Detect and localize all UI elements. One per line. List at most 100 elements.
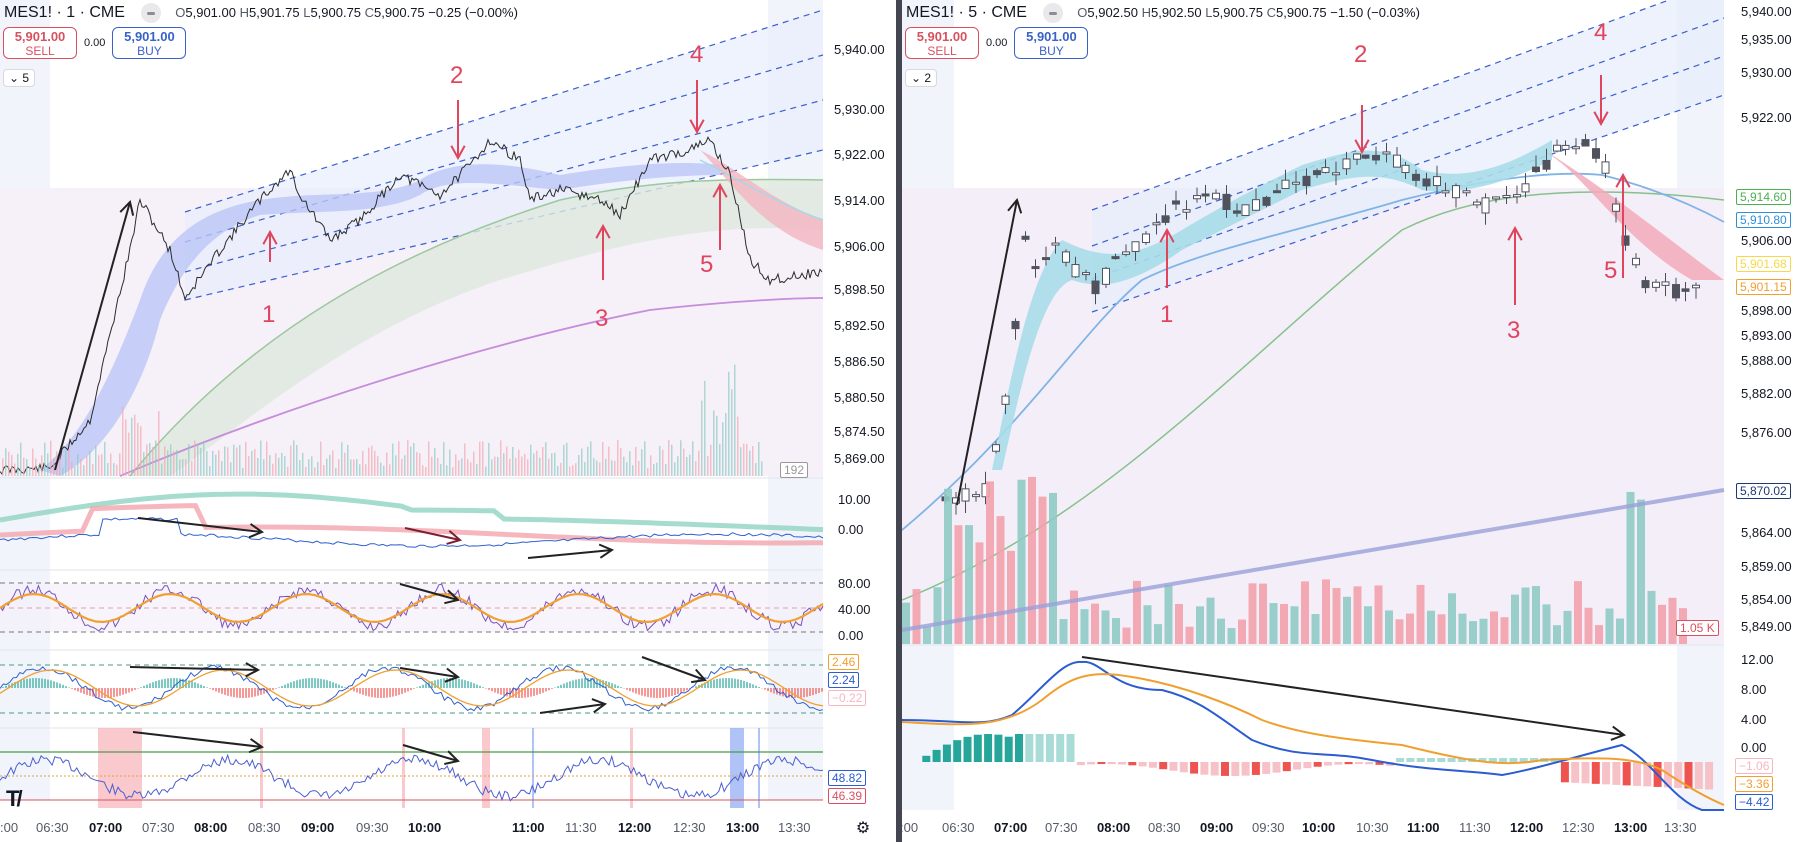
macd-hist-bar	[89, 688, 91, 696]
macd-hist-bar	[665, 688, 667, 698]
indicators-toggle[interactable]: ⌄ 5	[3, 69, 36, 87]
price-axis-label: 5,930.00	[1741, 65, 1792, 80]
annotation-label-1: 1	[262, 301, 276, 328]
chart-divider[interactable]	[896, 0, 902, 842]
macd-hist-bar	[1221, 762, 1229, 776]
macd-hist-bar	[461, 679, 463, 688]
macd-hist-bar	[329, 681, 331, 688]
macd-hist-bar	[371, 688, 373, 698]
channel-fill	[1092, 0, 1724, 312]
volume-bar	[656, 462, 658, 476]
candle-body	[1502, 194, 1511, 198]
settings-gear-icon[interactable]: ⚙	[855, 820, 871, 837]
volume-bar	[1500, 617, 1509, 644]
volume-bar	[1143, 605, 1152, 644]
macd-hist-bar	[44, 678, 46, 688]
hide-legend-icon[interactable]	[1043, 3, 1064, 23]
macd-hist-bar	[578, 678, 580, 688]
indicators-toggle[interactable]: ⌄ 2	[905, 69, 938, 87]
macd-hist-bar	[1457, 758, 1466, 762]
volume-bar	[155, 440, 157, 476]
macd-hist-bar	[963, 736, 972, 762]
macd-hist-bar	[122, 688, 124, 695]
macd-hist-bar	[77, 688, 79, 692]
divergence-arrow-head	[444, 667, 461, 683]
hide-legend-icon[interactable]	[141, 3, 162, 23]
volume-bar	[50, 440, 52, 476]
macd-hist-bar	[1045, 734, 1054, 762]
volume-bar	[1353, 586, 1362, 644]
volume-bar	[443, 441, 445, 476]
volume-bar	[731, 389, 733, 476]
candle-body	[1513, 194, 1521, 198]
chart-5min[interactable]: MES1! · 5 · CME O5,902.50 H5,902.50 L5,9…	[902, 0, 1797, 842]
volume-bar	[761, 461, 763, 476]
chart-canvas-1min[interactable]	[0, 0, 896, 842]
macd-hist-bar	[1488, 758, 1497, 762]
chart-1min[interactable]: MES1! · 1 · CME O5,901.00 H5,901.75 L5,9…	[0, 0, 896, 842]
volume-bar	[395, 455, 397, 476]
volume-bar	[191, 461, 193, 476]
volume-bar	[719, 444, 721, 476]
volume-bar	[425, 467, 427, 476]
sell-button[interactable]: 5,901.00 SELL	[905, 27, 979, 59]
macd-hist-bar	[29, 678, 31, 688]
low-value: 5,900.75	[1212, 4, 1264, 20]
volume-bar	[554, 452, 556, 476]
volume-bar	[497, 456, 499, 476]
macd-hist-bar	[1107, 762, 1116, 765]
macd-hist-bar	[419, 686, 421, 688]
volume-bar	[1217, 618, 1225, 644]
volume-bar	[332, 450, 334, 476]
volume-bar	[299, 459, 301, 476]
macd-hist-bar	[434, 680, 436, 688]
macd-hist-bar	[182, 678, 184, 688]
macd-hist-bar	[194, 682, 196, 688]
volume-bar	[272, 463, 274, 476]
macd-hist-bar	[641, 688, 643, 696]
macd-hist-bar	[973, 734, 982, 762]
divergence-arrow-head	[248, 738, 265, 754]
macd-hist-bar	[272, 688, 274, 691]
sell-button[interactable]: 5,901.00 SELL	[3, 27, 77, 59]
volume-bar	[242, 467, 244, 476]
buy-button[interactable]: 5,901.00 BUY	[1014, 27, 1089, 59]
volume-bar	[362, 450, 364, 476]
time-axis-label: 07:00	[994, 820, 1028, 835]
macd-hist-bar	[1396, 758, 1405, 762]
macd-hist-bar	[113, 688, 115, 698]
chart-canvas-5min[interactable]	[902, 0, 1797, 842]
volume-bar	[1248, 583, 1257, 644]
volume-bar	[725, 413, 727, 476]
time-axis-label: 13:30	[1664, 820, 1697, 835]
macd-hist-bar	[650, 688, 652, 698]
volume-bar	[1479, 618, 1488, 644]
volume-bar	[1616, 618, 1624, 644]
macd-hist-bar	[467, 681, 469, 688]
volume-bar	[689, 454, 691, 476]
buy-button[interactable]: 5,901.00 BUY	[112, 27, 187, 59]
macd-hist-bar	[617, 685, 619, 688]
time-axis-label: 10:30	[1356, 820, 1389, 835]
volume-bar	[413, 443, 415, 476]
macd-hist-bar	[1241, 762, 1250, 776]
symbol-title[interactable]: MES1! · 5 · CME	[906, 3, 1027, 21]
macd-hist-bar	[314, 678, 316, 688]
volume-bar	[251, 450, 253, 476]
volume-bar	[1133, 580, 1141, 644]
volume-bar	[113, 463, 115, 476]
macd-hist-bar	[173, 678, 175, 688]
volume-bar	[530, 444, 532, 476]
annotation-label-5: 5	[700, 251, 714, 278]
volume-bar	[302, 452, 304, 476]
macd-hist-bar	[485, 688, 487, 689]
symbol-title[interactable]: MES1! · 1 · CME	[4, 3, 125, 21]
volume-bar	[422, 465, 424, 476]
trend-arrow	[956, 199, 1018, 506]
macd-hist-bar	[1231, 762, 1240, 776]
tradingview-logo-icon[interactable]: T/	[6, 786, 22, 811]
volume-ma-line	[902, 488, 1725, 632]
candle-body	[1601, 161, 1610, 174]
macd-hist-bar	[470, 682, 472, 688]
volume-bar	[431, 456, 433, 476]
